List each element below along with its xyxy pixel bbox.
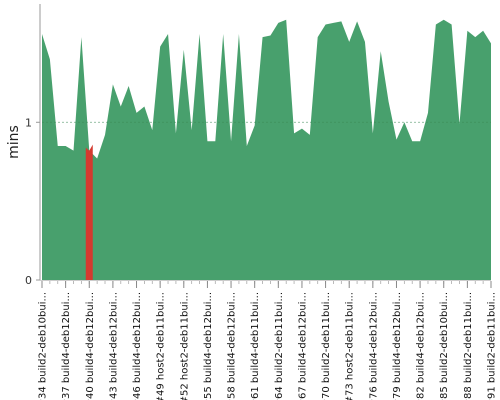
plot-area xyxy=(42,19,491,281)
x-tick-label: #46 build4-deb12bui... xyxy=(132,292,143,400)
x-tick-label: #64 build2-deb11bui... xyxy=(274,292,285,400)
x-tick-label: #43 build4-deb12bui... xyxy=(108,292,119,400)
x-tick-label: #76 build4-deb12bui... xyxy=(368,292,379,400)
x-tick-label: #73 host2-deb11bui... xyxy=(345,292,356,400)
x-tick-label: #49 host2-deb11bui... xyxy=(156,292,167,400)
x-tick-label: #52 host2-deb11bui... xyxy=(179,292,190,400)
x-tick-label: #82 build4-deb12bui... xyxy=(416,292,427,400)
x-tick-label: #88 build2-deb11bui... xyxy=(463,292,474,400)
x-tick-label: #70 build2-deb11bui... xyxy=(321,292,332,400)
x-tick-label: #37 build4-deb12bui... xyxy=(61,292,72,400)
y-tick-label: 1 xyxy=(25,116,32,129)
y-tick-label: 0 xyxy=(25,274,32,287)
area-series xyxy=(42,19,491,281)
x-tick-label: #67 build4-deb12bui... xyxy=(297,292,308,400)
x-tick-label: #91 build2-deb11bui... xyxy=(487,292,498,400)
highlighted-build-bar xyxy=(85,144,93,280)
x-tick-label: #61 build4-deb11bui... xyxy=(250,292,261,400)
x-tick-label: #79 build4-deb12bui... xyxy=(392,292,403,400)
x-tick-label: #40 build4-deb12bui... xyxy=(85,292,96,400)
y-axis-label: mins xyxy=(6,125,22,159)
x-tick-label: #34 build2-deb10bui... xyxy=(38,292,49,400)
x-tick-label: #58 build4-deb12bui... xyxy=(227,292,238,400)
x-tick-label: #85 build2-deb10bui... xyxy=(439,292,450,400)
x-tick-label: #55 build4-deb12bui... xyxy=(203,292,214,400)
axes: 0 1 #34 build2-deb10bui... #37 build4-deb12… xyxy=(25,4,498,400)
